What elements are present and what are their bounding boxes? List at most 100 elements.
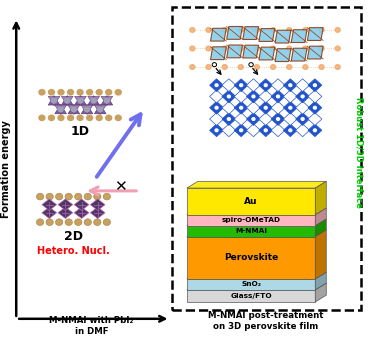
Circle shape — [313, 106, 316, 109]
Polygon shape — [271, 113, 285, 125]
Circle shape — [264, 84, 267, 87]
Polygon shape — [315, 181, 326, 215]
Polygon shape — [68, 105, 80, 115]
Polygon shape — [271, 101, 285, 114]
Circle shape — [301, 118, 304, 120]
Text: M-NMAI with PbI₂
in DMF: M-NMAI with PbI₂ in DMF — [49, 316, 134, 336]
Circle shape — [103, 219, 111, 225]
Polygon shape — [271, 79, 285, 92]
Polygon shape — [246, 113, 260, 125]
Circle shape — [313, 84, 316, 87]
Circle shape — [249, 63, 253, 67]
Circle shape — [190, 46, 195, 51]
Circle shape — [222, 46, 227, 51]
Circle shape — [255, 28, 259, 32]
Circle shape — [335, 46, 340, 51]
Polygon shape — [259, 113, 273, 125]
Circle shape — [46, 193, 53, 200]
Polygon shape — [259, 101, 273, 114]
Polygon shape — [234, 113, 248, 125]
Polygon shape — [243, 45, 259, 58]
Polygon shape — [94, 105, 106, 115]
Polygon shape — [81, 105, 93, 115]
Circle shape — [105, 89, 112, 96]
Polygon shape — [48, 96, 60, 106]
Polygon shape — [315, 230, 326, 279]
Circle shape — [289, 106, 292, 109]
Circle shape — [67, 115, 74, 121]
Bar — [187, 188, 315, 215]
Circle shape — [84, 219, 92, 225]
Polygon shape — [74, 199, 89, 210]
Circle shape — [38, 89, 46, 96]
Polygon shape — [210, 113, 224, 125]
Polygon shape — [308, 124, 322, 137]
Polygon shape — [283, 90, 297, 103]
Circle shape — [58, 107, 63, 112]
Polygon shape — [91, 199, 105, 210]
Circle shape — [67, 89, 74, 96]
FancyBboxPatch shape — [172, 7, 361, 310]
Polygon shape — [187, 181, 326, 188]
Polygon shape — [91, 207, 105, 218]
Polygon shape — [210, 28, 226, 41]
Text: M-NMAI post-treatment
on 3D perovskite film: M-NMAI post-treatment on 3D perovskite f… — [208, 311, 324, 331]
Circle shape — [56, 219, 63, 225]
Circle shape — [91, 98, 96, 103]
Polygon shape — [259, 124, 273, 137]
Circle shape — [319, 28, 324, 32]
Polygon shape — [58, 207, 73, 218]
Circle shape — [105, 115, 112, 121]
Polygon shape — [315, 283, 326, 302]
Circle shape — [212, 63, 217, 67]
Polygon shape — [55, 104, 66, 114]
Polygon shape — [308, 113, 322, 125]
Polygon shape — [210, 101, 224, 114]
Circle shape — [86, 115, 93, 121]
Polygon shape — [296, 113, 309, 125]
Text: Glass/FTO: Glass/FTO — [230, 293, 272, 299]
Circle shape — [86, 89, 93, 96]
Polygon shape — [283, 101, 297, 114]
Circle shape — [115, 89, 122, 96]
Polygon shape — [210, 47, 226, 59]
Polygon shape — [88, 96, 99, 106]
Circle shape — [215, 84, 218, 87]
Circle shape — [215, 106, 218, 109]
Circle shape — [206, 46, 211, 51]
Text: 2D: 2D — [63, 230, 83, 243]
Polygon shape — [259, 47, 275, 60]
Circle shape — [270, 28, 276, 32]
Bar — [187, 290, 315, 302]
Polygon shape — [246, 124, 260, 137]
Circle shape — [301, 95, 304, 98]
Circle shape — [252, 118, 255, 120]
Polygon shape — [308, 28, 323, 41]
Polygon shape — [234, 79, 248, 92]
Circle shape — [206, 28, 211, 32]
Text: SnO₂: SnO₂ — [241, 282, 261, 287]
Circle shape — [76, 89, 84, 96]
Circle shape — [313, 129, 316, 131]
Polygon shape — [42, 207, 57, 218]
Polygon shape — [291, 48, 307, 61]
Circle shape — [335, 28, 340, 32]
Polygon shape — [283, 79, 297, 92]
Circle shape — [36, 219, 44, 225]
Polygon shape — [271, 124, 285, 137]
Circle shape — [270, 46, 276, 51]
Circle shape — [240, 129, 243, 131]
Circle shape — [115, 115, 122, 121]
Circle shape — [95, 115, 103, 121]
Polygon shape — [234, 124, 248, 137]
Circle shape — [85, 107, 90, 112]
Polygon shape — [210, 79, 224, 92]
Circle shape — [227, 95, 230, 98]
Polygon shape — [227, 45, 242, 58]
Polygon shape — [61, 96, 73, 106]
Polygon shape — [259, 29, 275, 42]
Circle shape — [95, 89, 103, 96]
Text: ✕: ✕ — [114, 179, 127, 194]
Polygon shape — [283, 124, 297, 137]
Circle shape — [303, 65, 308, 69]
